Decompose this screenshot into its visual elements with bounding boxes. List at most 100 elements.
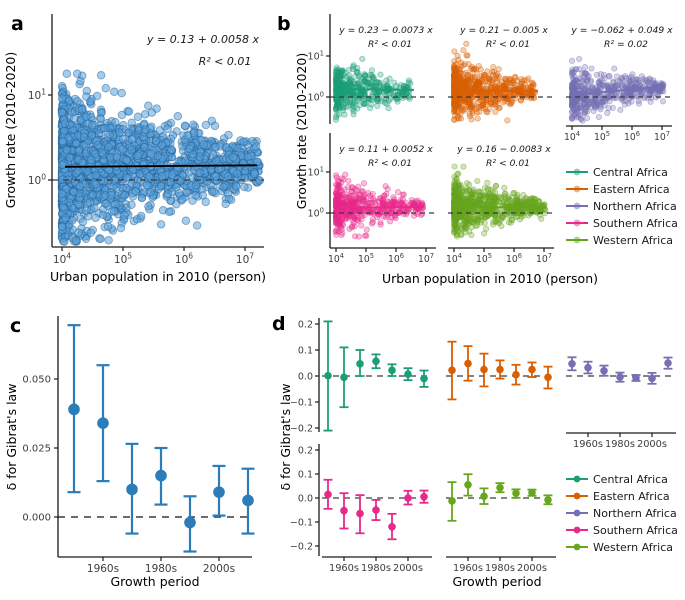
facet-equation: y = −0.062 + 0.049 x bbox=[570, 25, 673, 36]
panel-d-facet-southern-africa bbox=[322, 478, 432, 541]
data-point bbox=[388, 366, 396, 375]
axis-tick-label: 101 bbox=[308, 166, 324, 179]
legend-item-label: Eastern Africa bbox=[593, 490, 670, 503]
panel-a-x-axis-title: Urban population in 2010 (person) bbox=[50, 269, 266, 284]
axis-tick-label: 101 bbox=[28, 88, 46, 102]
axis-tick-label: 105 bbox=[358, 252, 374, 265]
axis-tick-label: 100 bbox=[308, 91, 324, 104]
facet-points bbox=[450, 40, 538, 124]
legend-item-label: Northern Africa bbox=[593, 200, 677, 213]
legend-item: Eastern Africa bbox=[566, 183, 670, 196]
panel-d-y-axis-title: δ for Gibrat's law bbox=[278, 384, 293, 491]
facet-equation: y = 0.21 − 0.005 x bbox=[459, 25, 548, 36]
data-point bbox=[544, 373, 552, 382]
axis-tick-label: 107 bbox=[236, 252, 254, 266]
panel-a-label: a bbox=[11, 13, 24, 35]
facet-points bbox=[332, 55, 414, 123]
facet-trend-line bbox=[337, 205, 424, 209]
axis-tick-label: 104 bbox=[446, 252, 462, 265]
legend-item: Western Africa bbox=[566, 234, 673, 247]
legend-item-label: Eastern Africa bbox=[593, 183, 670, 196]
panel-d-facet-northern-africa bbox=[566, 356, 676, 385]
legend-item: Southern Africa bbox=[566, 524, 678, 537]
data-point bbox=[480, 492, 488, 501]
data-point bbox=[664, 359, 672, 367]
legend-item: Central Africa bbox=[566, 473, 668, 486]
facet-trend-line bbox=[455, 205, 548, 209]
facet-equation: y = 0.23 − 0.0073 x bbox=[338, 25, 433, 36]
data-point bbox=[632, 374, 640, 382]
panel-d-legend: Central Africa Eastern Africa Northern Afr… bbox=[566, 473, 678, 554]
panel-c-y-axis-title: δ for Gibrat's law bbox=[4, 384, 19, 491]
axis-tick-label: 105 bbox=[476, 252, 492, 265]
panel-b-axes: 100 101 100 101 104 105 106 107 104 105 106 107 104 1… bbox=[308, 14, 672, 265]
data-point bbox=[340, 506, 348, 515]
data-point bbox=[420, 493, 428, 501]
data-point bbox=[528, 365, 536, 374]
panel-b-label: b bbox=[277, 13, 291, 35]
legend-item: Northern Africa bbox=[566, 200, 677, 213]
data-point bbox=[126, 483, 138, 496]
data-point bbox=[372, 357, 380, 365]
axis-tick-label: 101 bbox=[308, 50, 324, 63]
legend-item-label: Southern Africa bbox=[593, 524, 678, 537]
chart-layers: 104 105 106 107 100 101 y = 0.13 + 0.0058 x R² … bbox=[22, 14, 678, 575]
panel-a-points bbox=[57, 69, 265, 247]
panel-a-trend-line bbox=[65, 164, 258, 168]
panel-c-label: c bbox=[10, 315, 21, 337]
legend-item: Southern Africa bbox=[566, 217, 678, 230]
data-point bbox=[648, 374, 656, 383]
panel-b-facet-central-africa: y = 0.23 − 0.0073 x R² < 0.01 bbox=[330, 25, 436, 123]
data-point bbox=[584, 363, 592, 372]
panel-b-facet-western-africa: y = 0.16 − 0.0083 x R² < 0.01 bbox=[448, 144, 554, 240]
data-point bbox=[356, 509, 364, 518]
legend-item: Northern Africa bbox=[566, 507, 677, 520]
data-point bbox=[600, 367, 608, 375]
panel-d-facet-central-africa bbox=[322, 320, 432, 432]
data-point bbox=[464, 481, 472, 489]
axis-tick-label: 104 bbox=[564, 130, 580, 143]
data-point bbox=[464, 359, 472, 368]
data-point bbox=[340, 373, 348, 382]
legend-item-label: Western Africa bbox=[593, 541, 673, 554]
panel-d-facet-eastern-africa bbox=[446, 340, 556, 401]
data-point bbox=[616, 373, 624, 381]
facet-points bbox=[332, 171, 426, 240]
legend-item-label: Western Africa bbox=[593, 234, 673, 247]
panel-a-r2: R² < 0.01 bbox=[199, 55, 252, 68]
panel-b-y-axis-title: Growth rate (2010-2020) bbox=[294, 53, 309, 209]
data-point bbox=[324, 371, 332, 380]
axis-tick-label: 107 bbox=[418, 252, 434, 265]
panel-b-facet-northern-africa: y = −0.062 + 0.049 x R² = 0.02 bbox=[566, 25, 673, 124]
legend-item-label: Northern Africa bbox=[593, 507, 677, 520]
legend-item: Eastern Africa bbox=[566, 490, 670, 503]
data-point bbox=[448, 497, 456, 505]
data-point bbox=[420, 374, 428, 383]
data-point bbox=[97, 417, 109, 429]
axis-tick-label: 106 bbox=[175, 252, 193, 266]
panel-b-facet-eastern-africa: y = 0.21 − 0.005 x R² < 0.01 bbox=[448, 25, 554, 124]
panel-b-x-axis-title: Urban population in 2010 (person) bbox=[382, 271, 598, 286]
data-point bbox=[184, 516, 196, 529]
axis-tick-label: 105 bbox=[114, 252, 132, 266]
data-point bbox=[155, 469, 167, 482]
data-point bbox=[496, 365, 504, 374]
data-point bbox=[404, 494, 412, 502]
axis-tick-label: 104 bbox=[328, 252, 344, 265]
facet-r2: R² < 0.01 bbox=[368, 158, 412, 169]
facet-r2: R² < 0.01 bbox=[486, 39, 530, 50]
legend-item-label: Central Africa bbox=[593, 166, 668, 179]
panel-d-label: d bbox=[272, 313, 286, 335]
data-point bbox=[544, 496, 552, 504]
panel-d-x-axis-title: Growth period bbox=[452, 574, 541, 589]
panel-a-y-axis-title: Growth rate (2010-2020) bbox=[3, 52, 18, 208]
data-point bbox=[528, 488, 536, 497]
legend-item: Central Africa bbox=[566, 166, 668, 179]
panel-a-plot: 104 105 106 107 100 101 y = 0.13 + 0.0058 x R² … bbox=[28, 14, 265, 266]
facet-equation: y = 0.11 + 0.0052 x bbox=[338, 144, 433, 155]
data-point bbox=[512, 489, 520, 498]
